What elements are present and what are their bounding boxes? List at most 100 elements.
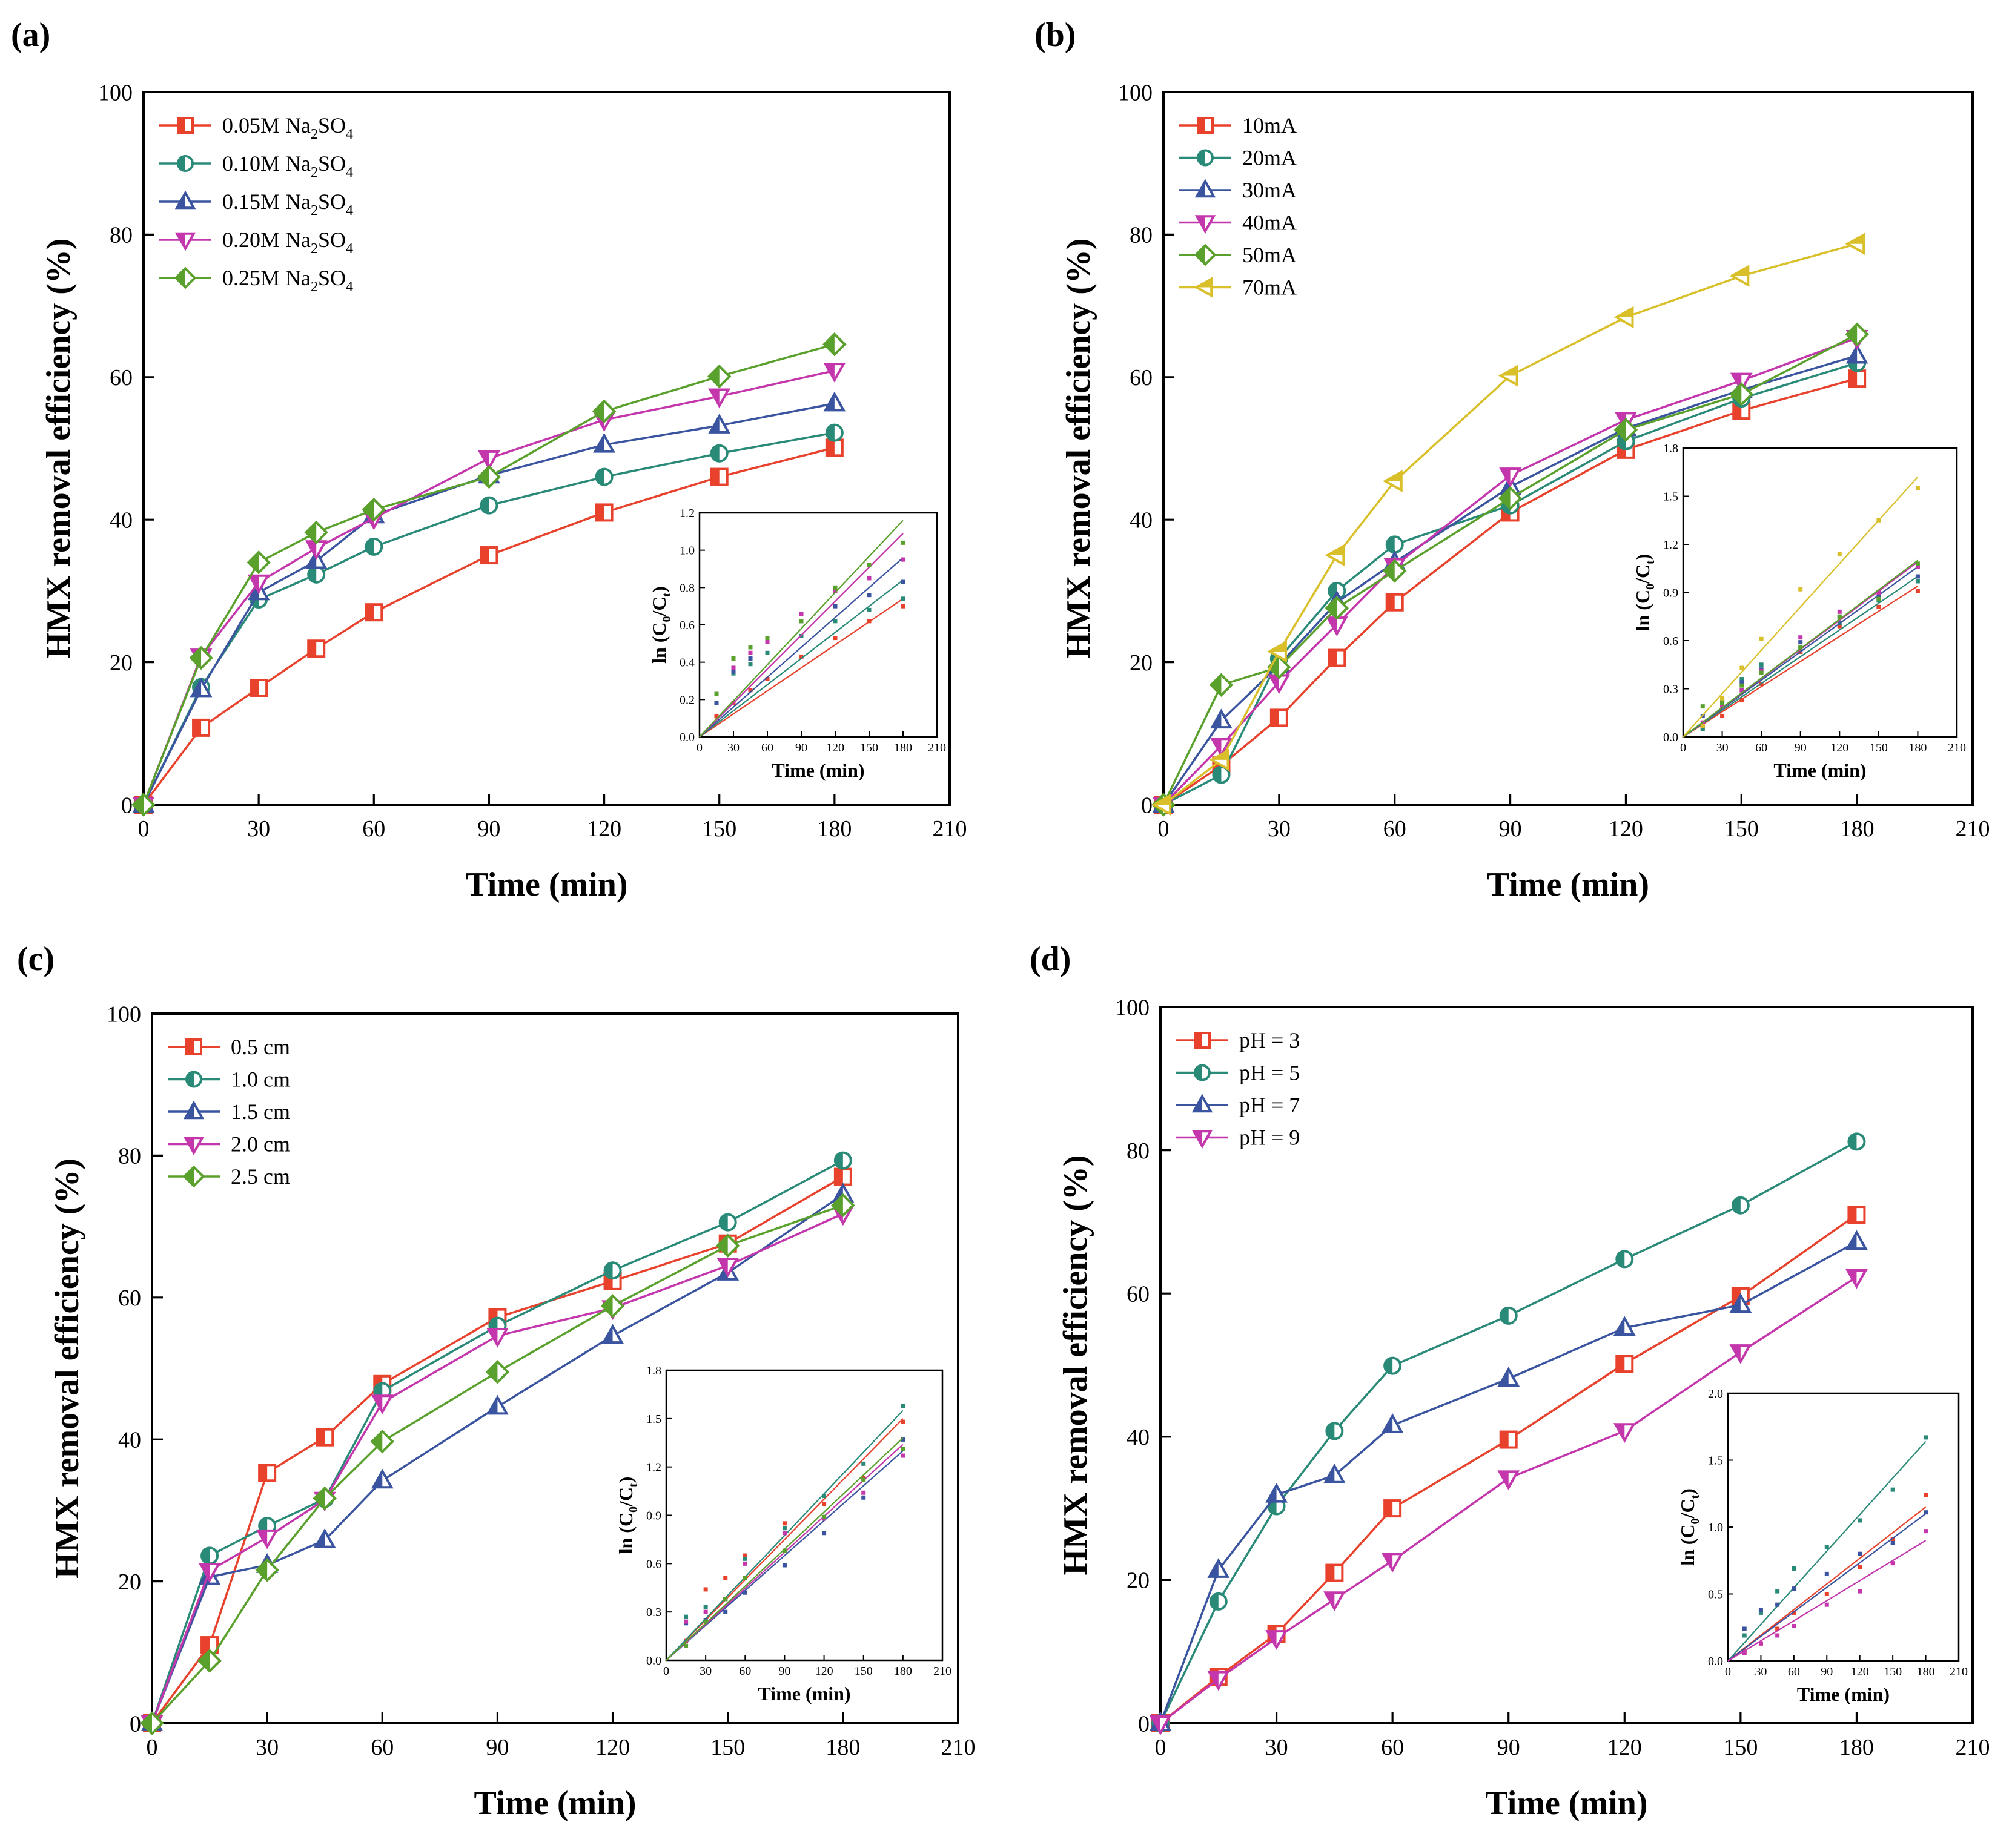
inset-x-axis-title: Time (min) — [1773, 759, 1866, 781]
inset-y-tick-label: 0.2 — [680, 693, 695, 707]
inset-data-point — [731, 656, 736, 661]
inset-y-tick-label: 1.2 — [646, 1461, 661, 1474]
inset-data-point — [1739, 683, 1744, 688]
main-y-tick-label: 80 — [1130, 223, 1153, 248]
main-plot-frame — [1162, 91, 1974, 806]
inset-data-point — [684, 1643, 689, 1648]
panel-c: (c) 0 30 60 90 120 150 180 210 0 20 40 60 80 100 Time (… — [17, 940, 976, 1822]
main-x-tick-label: 60 — [371, 1735, 394, 1760]
main-plot-frame — [1159, 1006, 1974, 1724]
data-point — [1207, 1671, 1230, 1691]
inset-data-point — [1792, 1610, 1796, 1615]
inset-x-tick-label: 60 — [739, 1665, 751, 1678]
inset-fit-line — [699, 579, 904, 738]
x-axis-title: Time (min) — [465, 866, 627, 903]
main-y-tick-label: 20 — [118, 1569, 141, 1595]
inset-data-point — [765, 650, 770, 655]
data-point — [480, 496, 498, 515]
inset-data-point — [1858, 1551, 1862, 1556]
data-point — [600, 1294, 625, 1318]
panel-letter: (b) — [1034, 16, 1076, 54]
data-point — [1498, 365, 1518, 387]
inset-data-point — [1739, 698, 1744, 702]
main-x-tick-label: 60 — [1381, 1735, 1404, 1760]
inset-data-point — [901, 1447, 905, 1451]
y-axis-title: HMX removal efficiency (%) — [1060, 238, 1097, 658]
legend-item: 0.5 cm — [168, 1035, 290, 1059]
data-point — [1383, 1356, 1402, 1375]
inset-y-tick-label: 1.0 — [680, 544, 695, 558]
main-x-tick-label: 0 — [147, 1735, 158, 1760]
inset-x-tick-label: 150 — [860, 741, 878, 754]
data-point — [1499, 467, 1521, 487]
inset-x-tick-label: 0 — [663, 1665, 669, 1678]
data-point — [1267, 640, 1287, 663]
inset-data-point — [743, 1553, 747, 1558]
data-point — [1325, 1563, 1344, 1582]
data-point — [833, 1167, 852, 1186]
main-x-tick-label: 210 — [941, 1735, 976, 1760]
legend-label: 0.10M Na2SO4 — [222, 151, 353, 180]
data-point — [1845, 343, 1868, 364]
inset-data-point — [1720, 714, 1725, 719]
legend-item: 70mA — [1179, 276, 1297, 300]
data-point — [307, 639, 326, 658]
inset-data-point — [1915, 574, 1920, 579]
inset-data-point — [1915, 561, 1920, 566]
inset-x-tick-label: 30 — [700, 1665, 712, 1678]
inset-y-axis-title: ln (C0/Ct) — [1632, 554, 1657, 632]
inset-data-point — [748, 688, 753, 693]
data-point — [313, 1528, 336, 1548]
legend-label: 1.5 cm — [231, 1100, 290, 1124]
inset-data-point — [1742, 1651, 1747, 1655]
inset-ticks: 0 30 60 90 120 150 180 210 0.0 0.5 1.0 1.5 2.0 — [1708, 1387, 1968, 1678]
inset-y-axis-title: ln (C0/Ct) — [615, 1477, 640, 1554]
series-4 — [1149, 1269, 1868, 1735]
inset-chart: 0 30 60 90 120 150 180 210 0.0 0.5 1.0 1.5 2.0 Time (… — [1676, 1387, 1968, 1705]
inset-data-point — [782, 1521, 787, 1526]
inset-data-point — [1858, 1565, 1862, 1569]
data-point — [1848, 369, 1867, 388]
data-point — [1382, 559, 1407, 583]
main-y-tick-label: 100 — [107, 1002, 141, 1027]
legend-item: 50mA — [1179, 243, 1297, 267]
data-point — [1209, 1592, 1228, 1611]
inset-x-tick-label: 180 — [894, 741, 912, 754]
inset-data-point — [1758, 1641, 1763, 1646]
inset-x-tick-label: 60 — [1755, 741, 1767, 754]
y-axis-title: HMX removal efficiency (%) — [1057, 1155, 1094, 1575]
inset-data-point — [833, 585, 838, 590]
inset-data-point — [684, 1619, 689, 1624]
inset-x-tick-label: 210 — [1950, 1665, 1968, 1678]
inset-fit-line — [1727, 1506, 1927, 1662]
legend-label: pH = 5 — [1239, 1061, 1300, 1085]
main-y-tick-label: 80 — [118, 1144, 141, 1169]
inset-data-point — [1720, 701, 1725, 705]
y-axis-title: HMX removal efficiency (%) — [40, 238, 78, 658]
main-x-tick-label: 150 — [710, 1735, 745, 1760]
main-y-tick-label: 40 — [1127, 1425, 1150, 1450]
inset-x-tick-label: 60 — [761, 741, 773, 754]
series-group — [1151, 233, 1869, 817]
inset-y-tick-label: 0.0 — [646, 1654, 661, 1668]
data-point — [365, 537, 383, 556]
inset-y-tick-label: 0.9 — [646, 1510, 661, 1523]
legend-marker — [1194, 215, 1216, 234]
inset-data-point — [1915, 579, 1920, 584]
inset-series-group — [699, 520, 905, 738]
inset-y-tick-label: 1.5 — [1663, 490, 1678, 504]
inset-data-point — [861, 1461, 866, 1466]
inset-data-point — [1858, 1518, 1862, 1523]
main-y-tick-label: 0 — [130, 1711, 141, 1737]
inset-data-point — [867, 619, 872, 624]
data-point — [485, 1360, 510, 1384]
inset-data-point — [901, 557, 905, 562]
main-x-tick-label: 210 — [933, 816, 967, 842]
legend-marker — [182, 1165, 205, 1188]
legend-marker — [1191, 1094, 1213, 1113]
inset-y-tick-label: 0.8 — [680, 581, 695, 595]
inset-y-axis-title: ln (C0/Ct) — [1676, 1488, 1702, 1566]
inset-x-tick-label: 30 — [1755, 1665, 1767, 1678]
inset-x-tick-label: 0 — [1680, 741, 1686, 754]
series-group — [1149, 1132, 1868, 1735]
